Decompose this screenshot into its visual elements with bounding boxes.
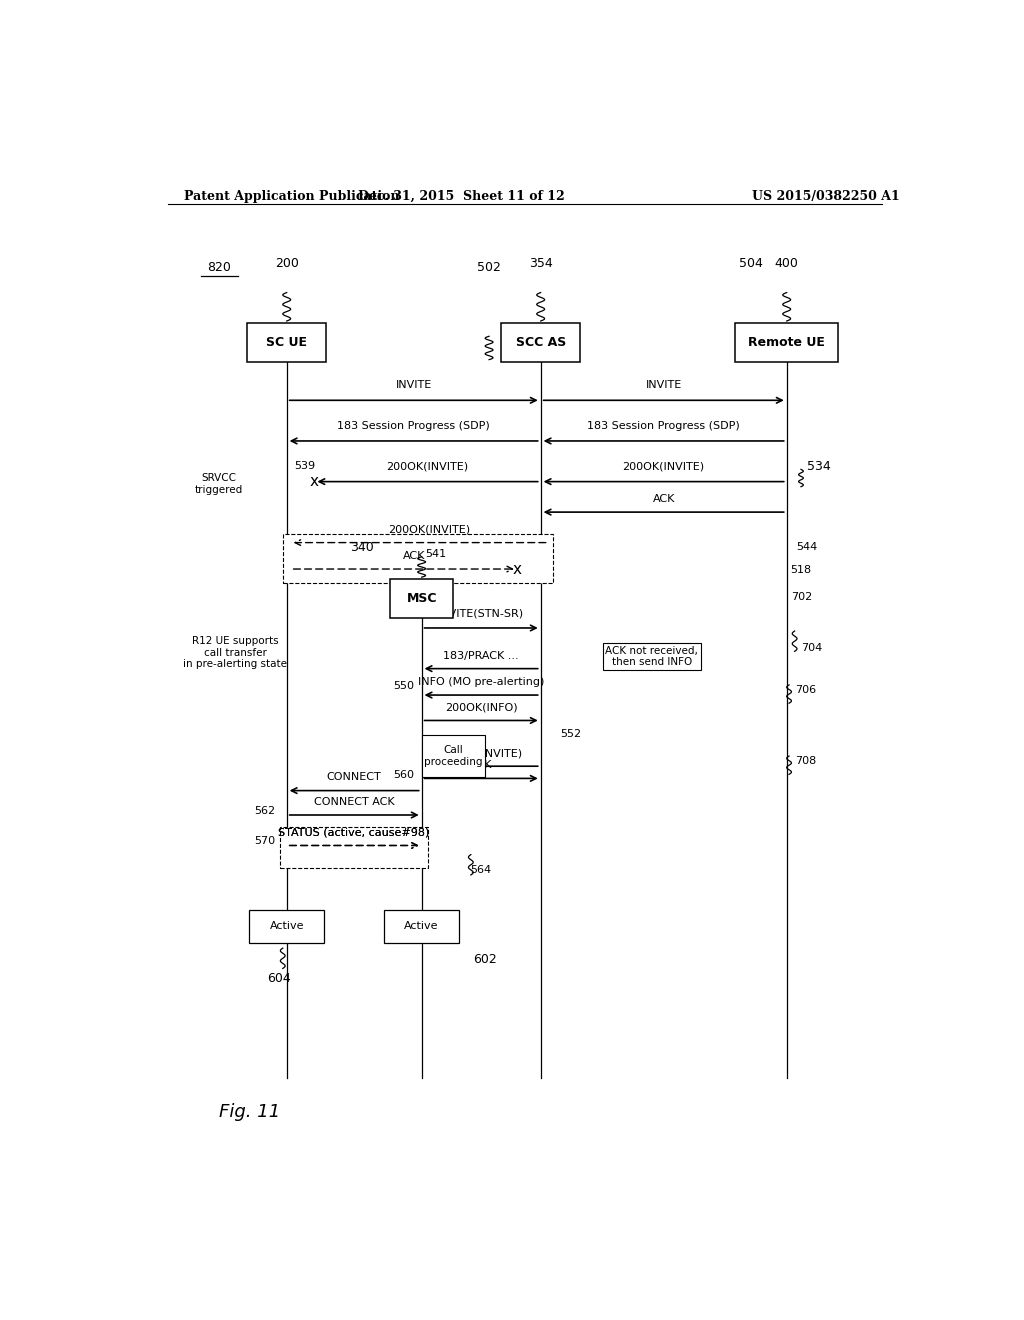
Text: STATUS (active, cause#98): STATUS (active, cause#98)	[279, 828, 430, 837]
Bar	[281, 828, 428, 867]
Text: 539: 539	[295, 462, 315, 471]
Text: ACK: ACK	[470, 760, 493, 771]
Text: 570: 570	[254, 837, 274, 846]
Text: MSC: MSC	[407, 591, 437, 605]
Text: Active: Active	[269, 921, 304, 932]
Text: Fig. 11: Fig. 11	[219, 1102, 281, 1121]
Text: ACK: ACK	[652, 494, 675, 504]
Text: 340: 340	[350, 541, 374, 554]
Text: 534: 534	[807, 461, 830, 474]
Text: ACK not received,
then send INFO: ACK not received, then send INFO	[605, 645, 698, 667]
Text: US 2015/0382250 A1: US 2015/0382250 A1	[753, 190, 900, 202]
Bar	[283, 535, 553, 583]
Bar	[735, 323, 839, 362]
Text: 200OK(INVITE): 200OK(INVITE)	[440, 748, 522, 758]
Text: ACK: ACK	[402, 550, 425, 561]
Text: Call
proceeding: Call proceeding	[424, 746, 482, 767]
Bar	[384, 909, 460, 942]
Text: 200: 200	[274, 257, 299, 271]
Text: 200OK(INFO): 200OK(INFO)	[444, 702, 517, 713]
Text: 706: 706	[795, 685, 816, 694]
Text: 183 Session Progress (SDP): 183 Session Progress (SDP)	[588, 421, 740, 430]
Text: 560: 560	[392, 771, 414, 780]
Text: 562: 562	[254, 807, 274, 816]
Text: INFO (MO pre-alerting): INFO (MO pre-alerting)	[418, 677, 545, 686]
Text: 564: 564	[471, 865, 492, 875]
Text: 400: 400	[775, 257, 799, 271]
Text: 200OK(INVITE): 200OK(INVITE)	[386, 462, 469, 471]
Text: 704: 704	[801, 643, 822, 653]
Text: 518: 518	[791, 565, 812, 576]
Text: INVITE: INVITE	[645, 380, 682, 391]
Text: 708: 708	[795, 756, 816, 766]
Text: 702: 702	[791, 593, 812, 602]
Text: Dec. 31, 2015  Sheet 11 of 12: Dec. 31, 2015 Sheet 11 of 12	[358, 190, 564, 202]
Text: SCC AS: SCC AS	[515, 335, 566, 348]
Text: INVITE: INVITE	[395, 380, 432, 391]
Text: 550: 550	[392, 681, 414, 690]
Text: 183 Session Progress (SDP): 183 Session Progress (SDP)	[337, 421, 490, 430]
Bar	[247, 323, 327, 362]
Text: CONNECT ACK: CONNECT ACK	[314, 797, 394, 807]
Text: x: x	[310, 474, 319, 490]
Text: 183/PRACK ...: 183/PRACK ...	[443, 651, 519, 660]
Text: 604: 604	[267, 972, 291, 985]
Text: 552: 552	[560, 729, 582, 739]
Text: 502: 502	[477, 261, 501, 275]
Bar	[390, 579, 454, 618]
Text: Active: Active	[404, 921, 439, 932]
Text: CONNECT: CONNECT	[327, 772, 382, 783]
Text: 820: 820	[207, 261, 231, 275]
Text: 544: 544	[797, 541, 817, 552]
Text: STATUS (active, cause#98): STATUS (active, cause#98)	[279, 828, 430, 837]
Text: 602: 602	[473, 953, 497, 966]
Text: INVITE(STN-SR): INVITE(STN-SR)	[438, 609, 524, 619]
Text: 200OK(INVITE): 200OK(INVITE)	[388, 524, 471, 535]
Text: R12 UE supports
call transfer
in pre-alerting state: R12 UE supports call transfer in pre-ale…	[183, 636, 287, 669]
Bar	[249, 909, 325, 942]
Bar	[422, 735, 485, 777]
Text: Remote UE: Remote UE	[749, 335, 825, 348]
Text: 541: 541	[426, 549, 446, 558]
Bar	[501, 323, 581, 362]
Text: SC UE: SC UE	[266, 335, 307, 348]
Text: SRVCC
triggered: SRVCC triggered	[196, 474, 244, 495]
Text: 504: 504	[739, 257, 763, 271]
Text: 200OK(INVITE): 200OK(INVITE)	[623, 462, 705, 471]
Text: Patent Application Publication: Patent Application Publication	[183, 190, 399, 202]
Text: 354: 354	[528, 257, 553, 271]
Text: x: x	[512, 561, 521, 577]
